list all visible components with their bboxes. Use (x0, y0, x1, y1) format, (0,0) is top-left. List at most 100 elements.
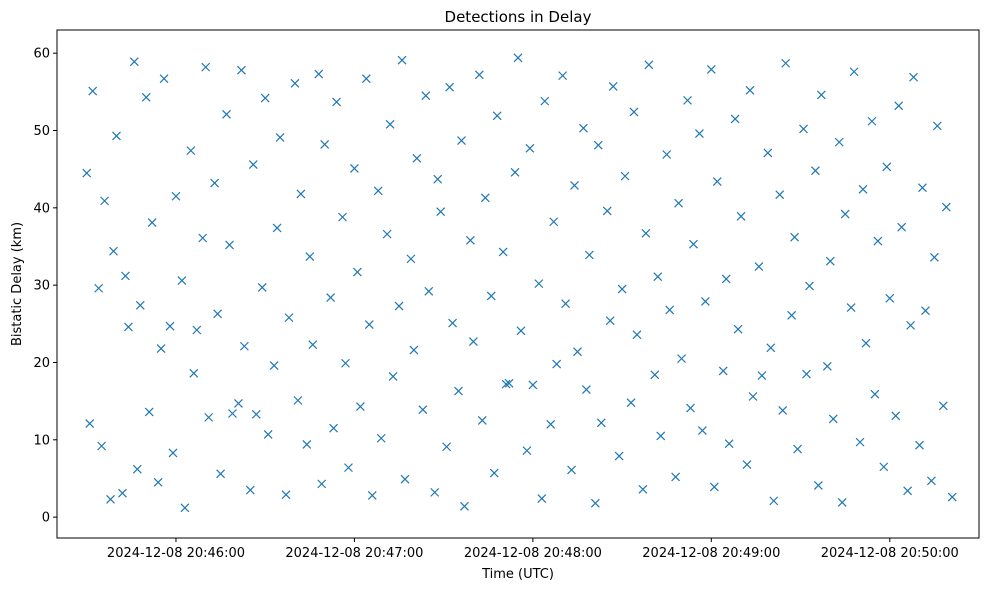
detection-point (97, 441, 107, 451)
detection-point (816, 90, 826, 100)
detection-point (144, 407, 154, 417)
detection-point (614, 451, 624, 461)
detection-point (448, 318, 457, 328)
detection-point (873, 236, 883, 246)
detection-point (748, 392, 758, 401)
detection-point (683, 95, 692, 105)
detection-point (385, 119, 395, 129)
detection-point (602, 206, 612, 216)
detection-point (118, 488, 127, 498)
detection-point (204, 412, 214, 422)
detection-point (695, 129, 704, 139)
detection-point (239, 341, 249, 351)
detection-point (433, 174, 443, 184)
detection-point (849, 67, 859, 77)
detection-point (632, 330, 642, 340)
detection-point (837, 498, 847, 507)
detection-point (656, 431, 666, 441)
detection-point (281, 490, 291, 500)
detection-point (260, 93, 270, 103)
detection-point (460, 501, 469, 511)
detection-point (712, 177, 722, 186)
detection-point (558, 71, 568, 81)
detection-point (498, 247, 508, 257)
detection-point (159, 74, 169, 84)
detection-point (180, 503, 190, 513)
detection-point (171, 191, 181, 201)
detection-point (290, 78, 300, 88)
detection-point (638, 484, 648, 494)
detection-point (879, 462, 889, 472)
detection-point (745, 85, 755, 95)
detection-point (317, 479, 327, 489)
detection-point (573, 347, 582, 357)
detection-point (805, 281, 814, 291)
detection-point (528, 380, 538, 390)
detection-point (671, 472, 681, 482)
detection-point (596, 418, 606, 428)
detection-point (608, 82, 618, 91)
detection-point (308, 340, 318, 350)
detection-point (436, 207, 446, 217)
detection-point (213, 309, 223, 319)
detection-point (236, 65, 246, 75)
detection-point (894, 101, 904, 111)
detection-point (486, 291, 496, 301)
detection-point (897, 222, 907, 232)
detection-point (736, 211, 746, 221)
detection-point (921, 306, 930, 316)
detection-point (870, 389, 880, 399)
detection-point (248, 160, 258, 169)
detection-point (394, 301, 404, 311)
detection-point (82, 168, 92, 178)
detection-point (326, 293, 336, 302)
detection-point (454, 386, 463, 396)
detection-point (813, 480, 823, 490)
detection-point (947, 492, 957, 502)
detection-point (361, 74, 371, 84)
x-tick-label: 2024-12-08 20:48:00 (464, 546, 602, 561)
detection-point (320, 140, 330, 149)
detection-point (686, 403, 695, 413)
detection-point (915, 440, 924, 450)
detection-point (120, 271, 130, 281)
detection-point (132, 464, 142, 474)
detection-point (198, 233, 208, 243)
detection-point (929, 252, 939, 262)
detection-point (709, 482, 719, 492)
detection-point (465, 235, 475, 245)
detection-point (810, 166, 820, 176)
detection-point (540, 96, 550, 106)
detection-point (156, 344, 166, 353)
x-tick-label: 2024-12-08 20:49:00 (642, 546, 780, 561)
plot-area (82, 53, 957, 513)
detection-point (412, 153, 422, 163)
detection-point (424, 286, 434, 296)
detection-point (269, 361, 279, 370)
detection-point (891, 411, 901, 421)
detection-point (216, 469, 226, 479)
detection-point (442, 442, 452, 452)
detection-point (302, 440, 312, 449)
detection-point (653, 272, 663, 282)
detection-point (641, 228, 651, 238)
detection-point (504, 378, 514, 388)
detection-point (799, 124, 808, 134)
detection-point (522, 446, 532, 456)
detection-point (409, 345, 419, 355)
detection-point (430, 487, 440, 497)
detection-point (787, 310, 797, 320)
detection-point (329, 423, 339, 433)
detection-point (909, 72, 918, 82)
detection-point (579, 123, 588, 133)
detection-point (834, 137, 844, 147)
detection-point (567, 465, 576, 475)
detection-point (153, 477, 163, 487)
y-tick-label: 30 (33, 279, 50, 294)
detection-point (147, 218, 157, 227)
detection-point (650, 370, 660, 380)
detection-point (605, 316, 615, 326)
detection-point (364, 320, 374, 330)
detection-point (189, 368, 199, 378)
